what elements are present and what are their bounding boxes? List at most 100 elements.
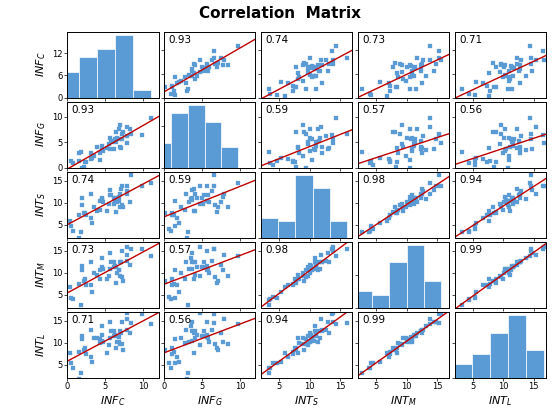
Point <box>316 316 325 323</box>
Point <box>213 209 222 215</box>
Point <box>164 226 173 232</box>
Point <box>431 182 440 189</box>
Point <box>299 341 308 348</box>
Point <box>153 297 162 303</box>
Point <box>147 180 156 187</box>
Point <box>97 147 106 153</box>
Point <box>147 320 156 327</box>
Point <box>269 294 278 300</box>
Point <box>407 335 416 342</box>
Point <box>508 85 517 92</box>
Point <box>67 360 76 367</box>
Point <box>472 79 481 86</box>
Bar <box>526 350 544 378</box>
Point <box>90 335 99 342</box>
Point <box>343 55 352 61</box>
Point <box>505 204 514 210</box>
Point <box>426 115 435 122</box>
Point <box>350 235 359 242</box>
Point <box>153 97 162 104</box>
Point <box>312 332 321 339</box>
Point <box>159 85 168 92</box>
Point <box>515 67 524 74</box>
Point <box>393 210 402 216</box>
Point <box>328 57 337 64</box>
Point <box>218 339 227 345</box>
Point <box>147 252 156 259</box>
Point <box>198 64 207 71</box>
Point <box>155 262 164 269</box>
Point <box>272 295 281 302</box>
Point <box>74 349 83 355</box>
Point <box>126 330 135 336</box>
Point <box>422 73 431 80</box>
Point <box>393 74 402 80</box>
Point <box>81 351 90 358</box>
Point <box>106 192 115 199</box>
Point <box>200 192 209 199</box>
Point <box>417 66 426 72</box>
Point <box>188 68 197 74</box>
Point <box>505 270 514 277</box>
Point <box>112 129 121 135</box>
Point <box>417 62 426 68</box>
Point <box>192 332 201 339</box>
Point <box>407 72 416 79</box>
Point <box>97 196 106 203</box>
Point <box>500 62 509 68</box>
Point <box>307 267 316 274</box>
Point <box>500 193 509 200</box>
Point <box>505 267 514 274</box>
Point <box>312 85 321 92</box>
Point <box>172 215 181 222</box>
Point <box>87 150 96 157</box>
Point <box>367 157 376 164</box>
Point <box>234 252 242 259</box>
Point <box>160 346 169 353</box>
Point <box>204 63 213 70</box>
Point <box>58 228 67 235</box>
Point <box>67 295 76 302</box>
Point <box>288 349 297 355</box>
Point <box>210 341 219 348</box>
Point <box>114 135 123 142</box>
Point <box>410 139 419 146</box>
Point <box>265 97 274 104</box>
Point <box>97 194 106 201</box>
Point <box>308 62 317 69</box>
Point <box>102 276 111 283</box>
Point <box>304 141 312 147</box>
Point <box>393 159 402 165</box>
Point <box>385 83 394 89</box>
Point <box>272 92 281 99</box>
Point <box>431 60 440 67</box>
Point <box>196 183 205 189</box>
Point <box>417 192 426 199</box>
Point <box>306 55 315 62</box>
Point <box>426 42 435 49</box>
Point <box>437 310 446 317</box>
Point <box>393 345 402 352</box>
Point <box>68 228 77 235</box>
Point <box>198 263 207 270</box>
Point <box>81 281 90 288</box>
Point <box>385 80 394 87</box>
Point <box>312 142 321 149</box>
Point <box>516 79 525 86</box>
Point <box>280 350 289 357</box>
Point <box>188 186 197 193</box>
Point <box>435 55 444 61</box>
Point <box>256 375 265 382</box>
Point <box>385 354 394 361</box>
Point <box>391 347 400 354</box>
Text: 0.71: 0.71 <box>72 315 95 325</box>
Point <box>405 339 414 345</box>
Point <box>527 248 536 255</box>
Point <box>385 351 394 358</box>
Point <box>174 289 183 295</box>
Bar <box>372 295 389 308</box>
Point <box>186 196 195 202</box>
Point <box>304 65 312 72</box>
Point <box>96 276 105 282</box>
Point <box>527 60 536 67</box>
